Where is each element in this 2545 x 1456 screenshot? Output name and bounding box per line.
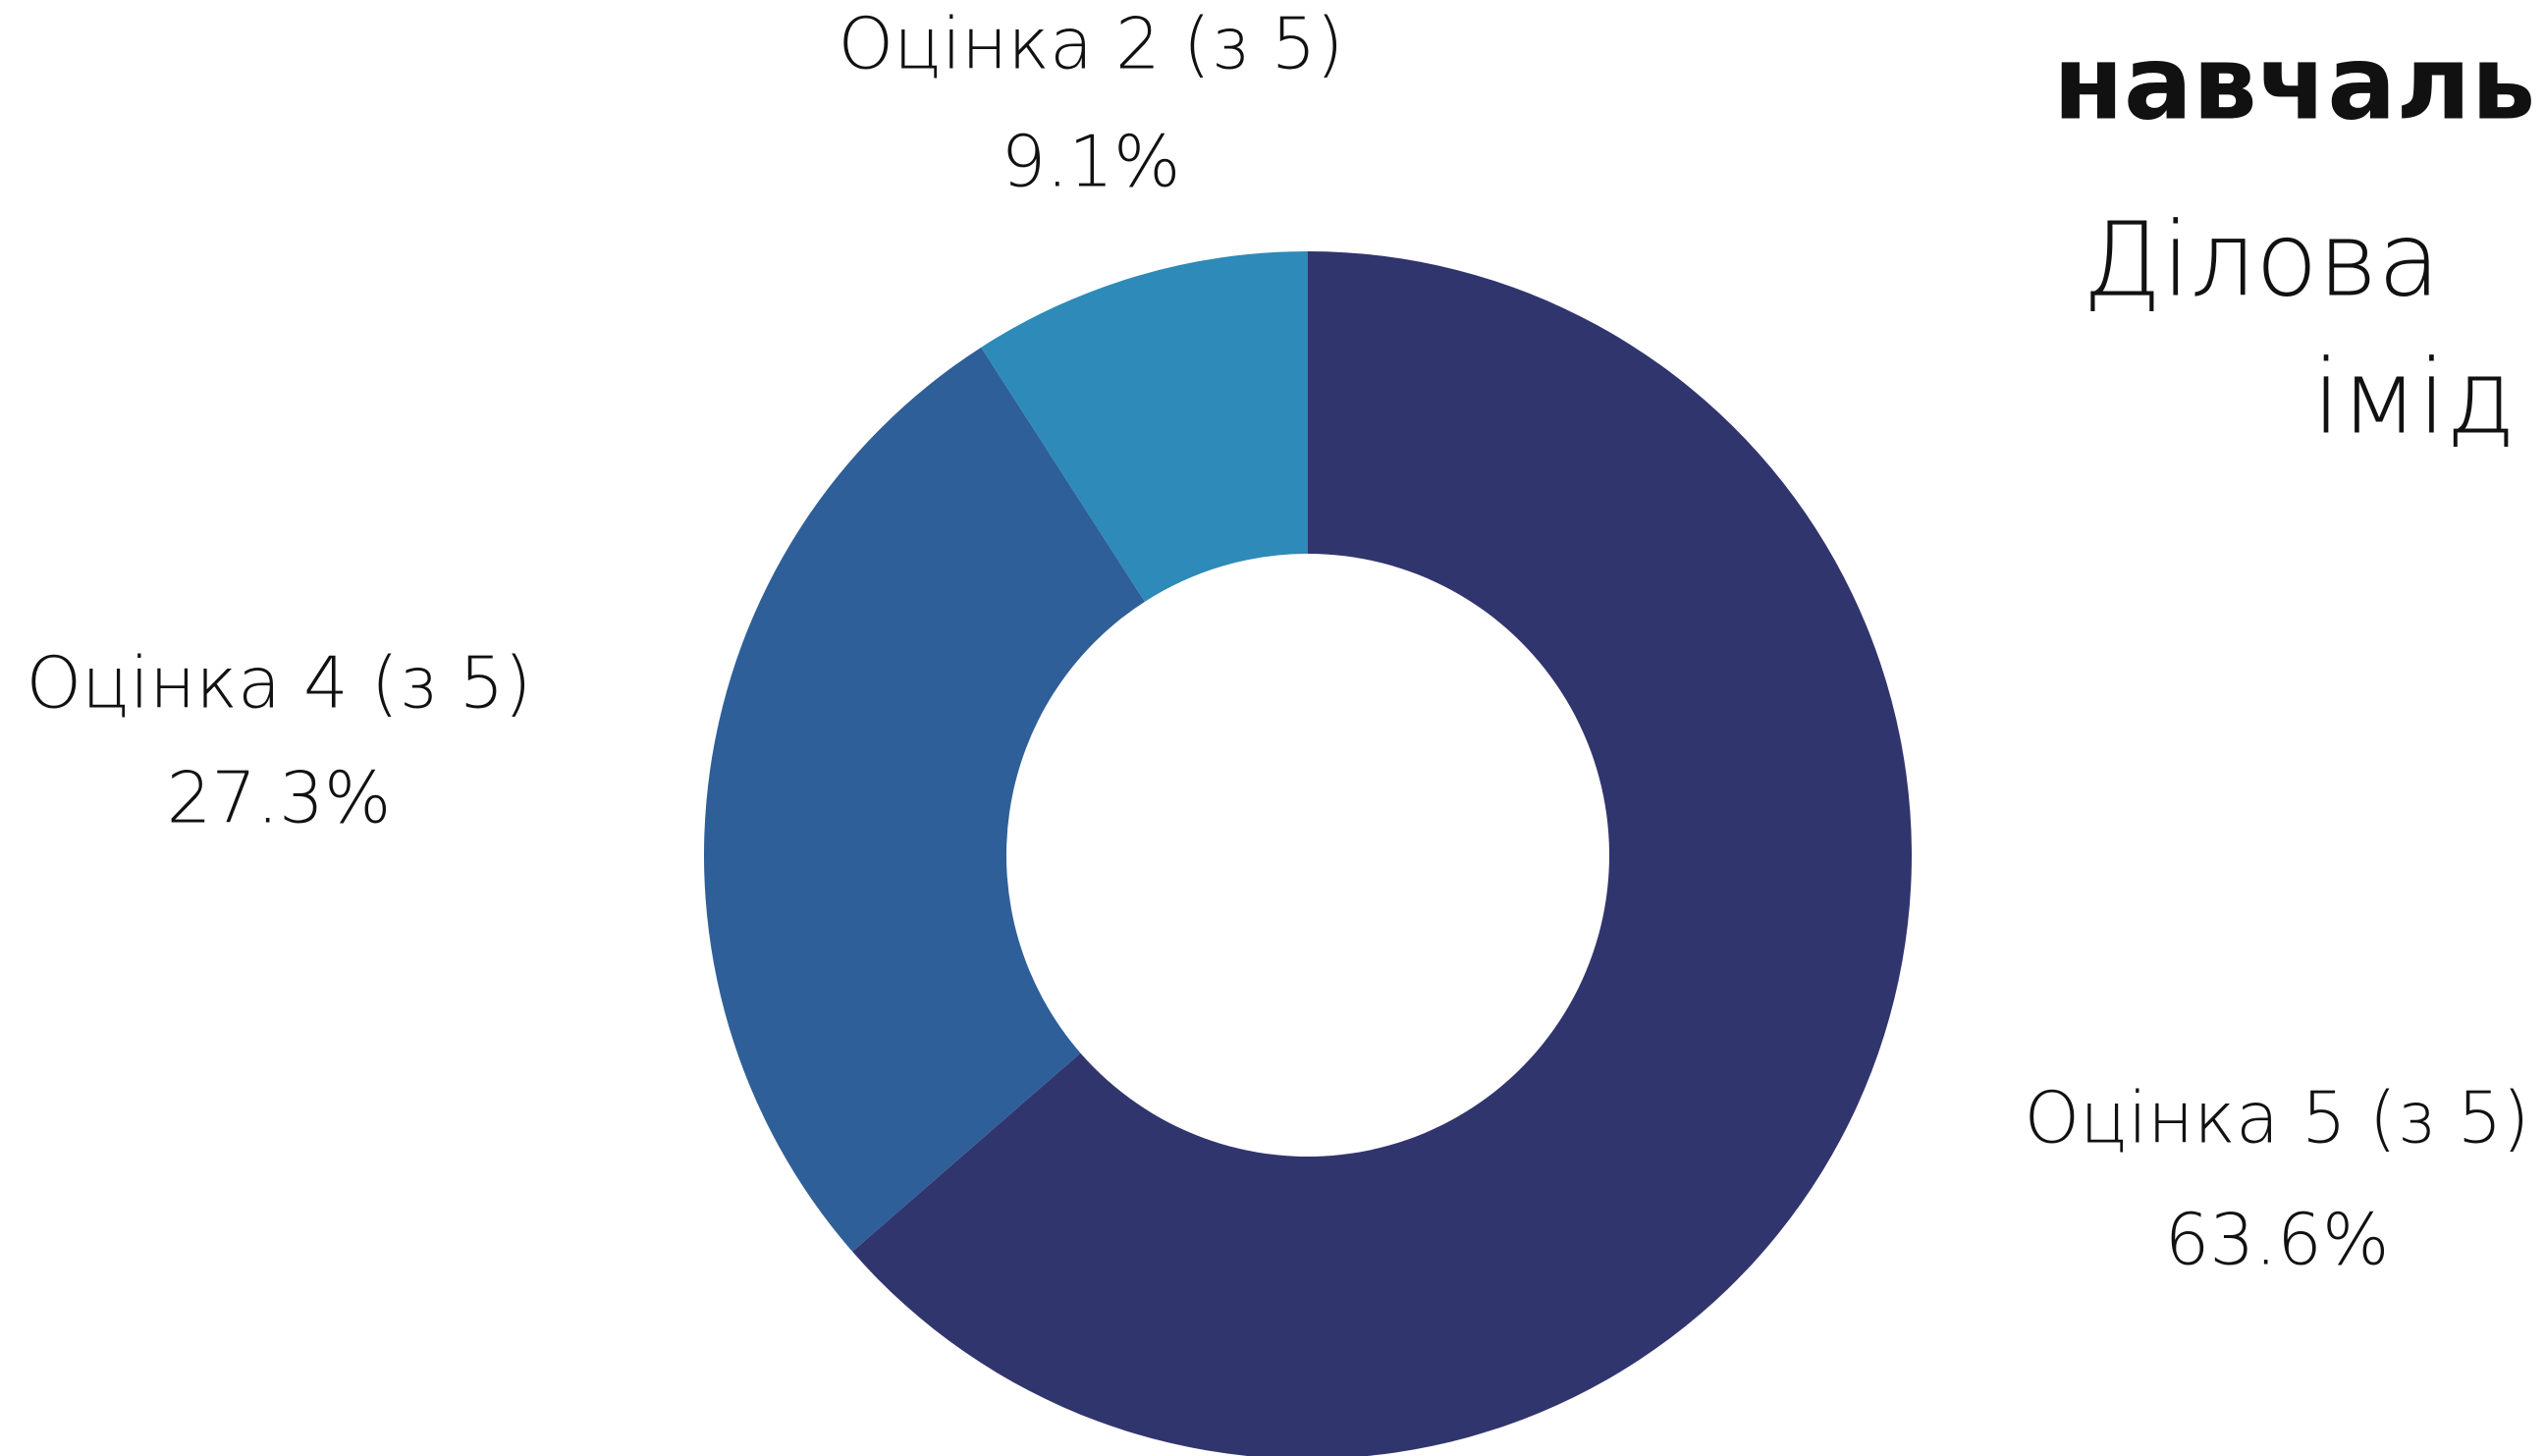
pie-slice xyxy=(704,347,1145,1252)
slice-label: Оцінка 5 (з 5) xyxy=(2024,1077,2529,1159)
slice-label: Оцінка 2 (з 5) xyxy=(838,3,1343,85)
chart-title: навчаль xyxy=(2053,23,2535,142)
chart-subtitle: імід xyxy=(2312,337,2516,457)
pie-slice xyxy=(852,251,1912,1456)
value-label: 63.6% xyxy=(2165,1199,2390,1281)
chart-subtitle: Ділова xyxy=(2083,199,2440,319)
pie-slice xyxy=(981,251,1308,602)
value-label: 27.3% xyxy=(167,757,392,839)
value-label: 9.1% xyxy=(1002,121,1181,203)
slice-label: Оцінка 4 (з 5) xyxy=(26,642,531,725)
